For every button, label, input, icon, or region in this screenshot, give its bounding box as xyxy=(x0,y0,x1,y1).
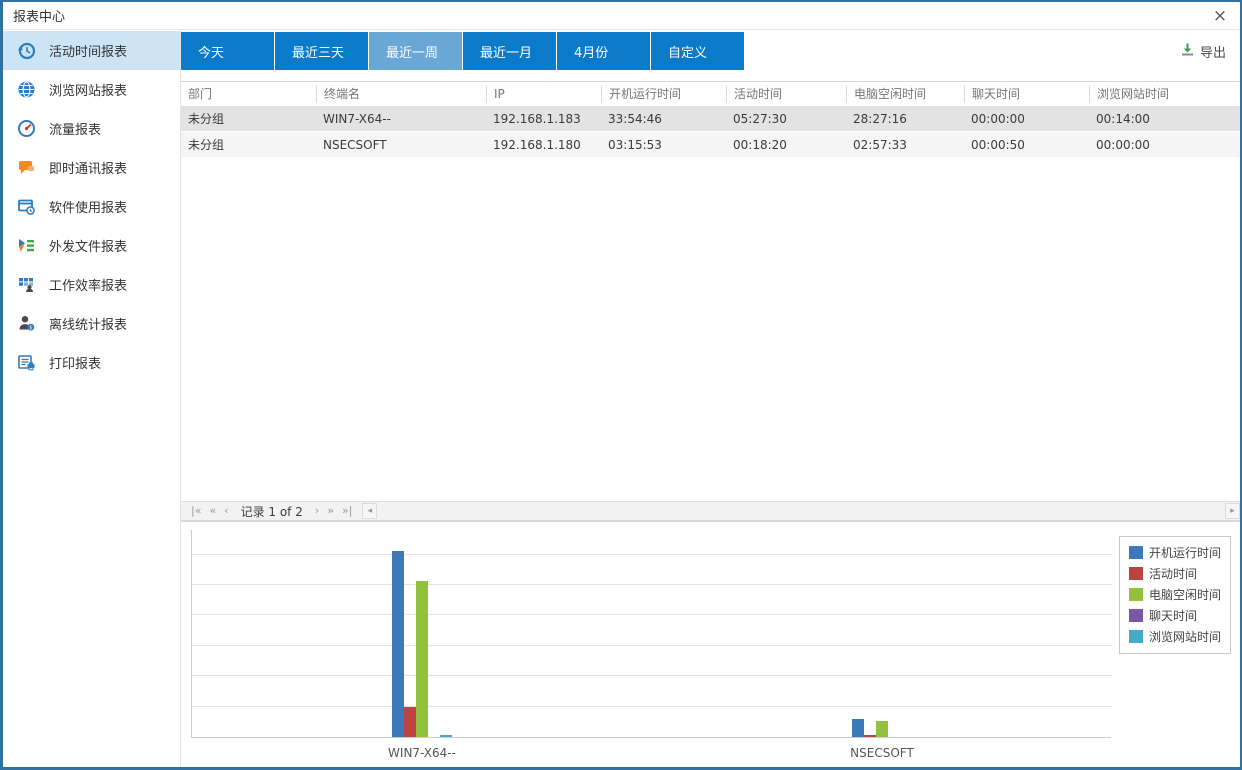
tab-bar: 今天 最近三天 最近一周 最近一月 4月份 自定义 导出 xyxy=(181,30,1240,70)
tab-april[interactable]: 4月份 xyxy=(557,32,650,70)
column-header-ip[interactable]: IP xyxy=(486,85,601,103)
chart-legend: 开机运行时间 活动时间 电脑空闲时间 聊天时间 xyxy=(1118,536,1231,654)
export-label: 导出 xyxy=(1199,45,1226,61)
main-content: 今天 最近三天 最近一周 最近一月 4月份 自定义 导出 部门 终端名 IP 开… xyxy=(181,30,1240,767)
column-header-active-time[interactable]: 活动时间 xyxy=(726,85,846,103)
column-header-department[interactable]: 部门 xyxy=(188,86,213,101)
legend-swatch-uptime xyxy=(1128,546,1143,559)
sidebar-item-label: 活动时间报表 xyxy=(49,45,128,60)
pager-last-button[interactable]: »| xyxy=(342,504,353,517)
column-header-idle-time[interactable]: 电脑空闲时间 xyxy=(846,85,964,103)
history-clock-icon xyxy=(16,41,36,61)
column-header-chat-time[interactable]: 聊天时间 xyxy=(964,85,1089,103)
sidebar-item-activity-time-report[interactable]: 活动时间报表 xyxy=(3,31,180,70)
pager-bar: |« « ‹ 记录 1 of 2 › » »| ◂ ▸ xyxy=(181,501,1240,521)
pager-next-button[interactable]: › xyxy=(314,504,320,517)
legend-swatch-idle-time xyxy=(1128,588,1143,601)
sidebar-item-label: 浏览网站报表 xyxy=(49,84,128,99)
horizontal-scrollbar: ◂ ▸ xyxy=(362,502,1240,520)
record-count-text: 记录 1 of 2 xyxy=(240,504,303,519)
gridline xyxy=(192,706,1112,707)
export-button[interactable]: 导出 xyxy=(1180,42,1226,61)
sidebar-item-label: 外发文件报表 xyxy=(49,240,128,255)
sidebar-item-label: 软件使用报表 xyxy=(49,201,128,216)
bar-开机运行时间 xyxy=(852,719,864,737)
sidebar-item-software-usage-report[interactable]: 软件使用报表 xyxy=(3,187,180,226)
column-header-browse-time[interactable]: 浏览网站时间 xyxy=(1089,85,1240,103)
sidebar-item-traffic-report[interactable]: 流量报表 xyxy=(3,109,180,148)
bar-活动时间 xyxy=(404,707,416,737)
scroll-left-icon[interactable]: ◂ xyxy=(362,503,378,519)
printer-icon xyxy=(16,353,36,373)
table-row[interactable]: 未分组 NSECSOFT 192.168.1.180 03:15:53 00:1… xyxy=(181,132,1240,157)
table-header: 部门 终端名 IP 开机运行时间 活动时间 电脑空闲时间 聊天时间 浏览网站时间 xyxy=(181,81,1240,106)
bar-浏览网站时间 xyxy=(440,735,452,737)
legend-swatch-active-time xyxy=(1128,567,1143,580)
tab-custom[interactable]: 自定义 xyxy=(651,32,744,70)
software-window-icon xyxy=(16,197,36,217)
bar-电脑空闲时间 xyxy=(876,721,888,737)
gridline xyxy=(192,645,1112,646)
sidebar-item-label: 离线统计报表 xyxy=(49,318,128,333)
legend-item: 活动时间 xyxy=(1128,565,1221,582)
legend-swatch-chat-time xyxy=(1128,609,1143,622)
category-label: NSECSOFT xyxy=(850,746,914,760)
bar-group-WIN7-X64-- xyxy=(392,551,452,737)
sidebar-item-label: 即时通讯报表 xyxy=(49,162,128,177)
pager-next-page-button[interactable]: » xyxy=(327,504,334,517)
table-empty-area xyxy=(181,158,1240,501)
download-arrow-icon xyxy=(1180,42,1195,61)
offline-person-icon: i xyxy=(16,314,36,334)
gridline xyxy=(192,554,1112,555)
column-header-uptime[interactable]: 开机运行时间 xyxy=(601,85,726,103)
sidebar-item-label: 打印报表 xyxy=(49,357,102,372)
gauge-icon xyxy=(16,119,36,139)
efficiency-grid-icon xyxy=(16,275,36,295)
column-header-terminal-name[interactable]: 终端名 xyxy=(316,85,486,103)
bar-活动时间 xyxy=(864,735,876,737)
bar-开机运行时间 xyxy=(392,551,404,737)
sidebar-item-outgoing-file-report[interactable]: 外发文件报表 xyxy=(3,226,180,265)
sidebar-item-label: 工作效率报表 xyxy=(49,279,128,294)
tab-last-month[interactable]: 最近一月 xyxy=(463,32,556,70)
svg-text:i: i xyxy=(29,325,31,331)
window-body: 活动时间报表 浏览网站报表 流量报表 即时通讯报表 xyxy=(3,30,1240,767)
tab-today[interactable]: 今天 xyxy=(181,32,274,70)
pager-prev-button[interactable]: ‹ xyxy=(224,504,229,517)
chat-bubble-icon xyxy=(16,158,36,178)
bar-电脑空闲时间 xyxy=(416,581,428,737)
category-label: WIN7-X64-- xyxy=(388,746,456,760)
activity-time-bar-chart: WIN7-X64-- NSECSOFT 开机运行时间 活动时间 电脑空闲时间 xyxy=(181,521,1240,767)
sidebar-item-label: 流量报表 xyxy=(49,123,102,138)
tab-last-week[interactable]: 最近一周 xyxy=(369,32,462,70)
sidebar-item-offline-stats-report[interactable]: i 离线统计报表 xyxy=(3,304,180,343)
legend-item: 聊天时间 xyxy=(1128,607,1221,624)
scroll-right-icon[interactable]: ▸ xyxy=(1225,503,1240,519)
globe-icon xyxy=(16,80,36,100)
bar-group-NSECSOFT xyxy=(852,719,912,737)
legend-swatch-browse-time xyxy=(1128,630,1143,643)
legend-item: 电脑空闲时间 xyxy=(1128,586,1221,603)
tab-last-3-days[interactable]: 最近三天 xyxy=(275,32,368,70)
sidebar-item-instant-messaging-report[interactable]: 即时通讯报表 xyxy=(3,148,180,187)
sidebar-item-print-report[interactable]: 打印报表 xyxy=(3,343,180,382)
gridline xyxy=(192,584,1112,585)
outgoing-file-icon xyxy=(16,236,36,256)
title-bar: 报表中心 × xyxy=(3,2,1240,30)
sidebar-item-work-efficiency-report[interactable]: 工作效率报表 xyxy=(3,265,180,304)
legend-item: 开机运行时间 xyxy=(1128,544,1221,561)
gridline xyxy=(192,675,1112,676)
scrollbar-track[interactable] xyxy=(377,503,1225,519)
table-row[interactable]: 未分组 WIN7-X64-- 192.168.1.183 33:54:46 05… xyxy=(181,106,1240,131)
window-title: 报表中心 xyxy=(13,10,66,25)
sidebar-item-browse-website-report[interactable]: 浏览网站报表 xyxy=(3,70,180,109)
chart-plot: WIN7-X64-- NSECSOFT xyxy=(191,530,1112,760)
legend-item: 浏览网站时间 xyxy=(1128,628,1221,645)
close-icon[interactable]: × xyxy=(1212,5,1228,26)
sidebar: 活动时间报表 浏览网站报表 流量报表 即时通讯报表 xyxy=(3,30,181,767)
pager-prev-page-button[interactable]: « xyxy=(209,504,217,517)
gridline xyxy=(192,614,1112,615)
pager-first-button[interactable]: |« xyxy=(191,504,202,517)
